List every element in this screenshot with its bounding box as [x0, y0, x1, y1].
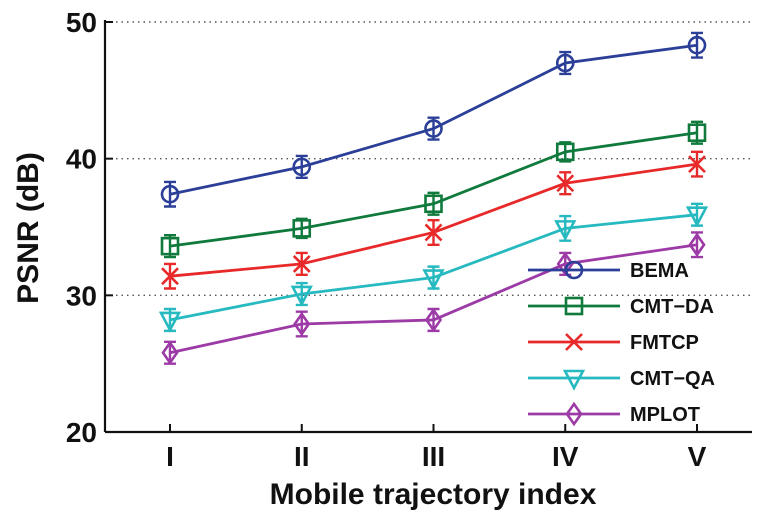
x-tick-label: II	[294, 441, 310, 472]
data-point	[292, 157, 312, 177]
data-point	[161, 267, 179, 286]
legend-marker	[562, 369, 586, 391]
legend-item: FMTCP	[528, 332, 699, 354]
data-point	[422, 269, 445, 291]
data-point	[556, 174, 575, 193]
data-point	[555, 53, 575, 73]
legend-label: FMTCP	[630, 332, 699, 354]
x-tick-label: V	[688, 441, 707, 472]
x-tick-label: IV	[552, 441, 579, 472]
data-point	[688, 232, 706, 258]
legend-label: CMT−DA	[630, 296, 714, 318]
data-point	[555, 142, 575, 162]
data-point	[160, 236, 180, 256]
data-point	[424, 194, 443, 214]
error-bar	[295, 217, 308, 240]
legend-marker	[564, 296, 584, 316]
gridlines	[105, 21, 752, 297]
data-point	[161, 340, 179, 365]
data-point	[293, 311, 311, 337]
series-mplot	[161, 231, 706, 365]
data-point	[688, 155, 706, 174]
data-point	[290, 285, 313, 307]
legend-item: CMT−DA	[528, 296, 714, 318]
data-point	[424, 119, 443, 138]
legend-marker	[565, 401, 583, 427]
data-point	[687, 35, 707, 55]
x-tick-labels: I II III IV V	[166, 441, 707, 472]
legend-item: CMT−QA	[528, 368, 715, 391]
data-point	[292, 254, 311, 273]
x-axis-title: Mobile trajectory index	[270, 478, 597, 510]
data-point	[687, 123, 707, 142]
data-point	[685, 206, 709, 228]
data-point	[160, 184, 180, 204]
data-point	[158, 311, 182, 333]
series-line	[169, 243, 698, 355]
legend-marker	[564, 260, 584, 280]
series-bema	[160, 31, 707, 208]
data-point	[424, 223, 443, 242]
y-tick-label: 20	[66, 417, 97, 448]
series-cmt-da	[160, 120, 707, 259]
y-tick-label: 40	[66, 144, 97, 175]
y-axis-title: PSNR (dB)	[12, 152, 45, 304]
data-point	[424, 307, 443, 333]
y-tick-labels: 20 30 40 50	[66, 7, 97, 448]
data-point	[292, 219, 312, 238]
series-layer	[158, 31, 709, 365]
plot-frame	[103, 20, 752, 434]
y-tick-label: 50	[66, 7, 97, 38]
legend-label: MPLOT	[630, 404, 700, 426]
x-tick-label: I	[166, 441, 174, 472]
series-fmtcp	[161, 150, 706, 290]
series-cmt-qa	[158, 202, 709, 333]
legend: BEMA CMT−DA FMTCP CMT−QA MPLOT	[528, 260, 715, 427]
legend-item: MPLOT	[528, 401, 700, 427]
legend-label: BEMA	[630, 260, 689, 282]
legend-label: CMT−QA	[630, 368, 715, 390]
y-tick-label: 30	[66, 280, 97, 311]
data-point	[554, 220, 577, 242]
error-bar	[559, 141, 572, 163]
legend-item: BEMA	[528, 260, 689, 282]
data-point	[556, 251, 574, 277]
x-tick-label: III	[422, 441, 445, 472]
legend-marker	[565, 333, 583, 351]
